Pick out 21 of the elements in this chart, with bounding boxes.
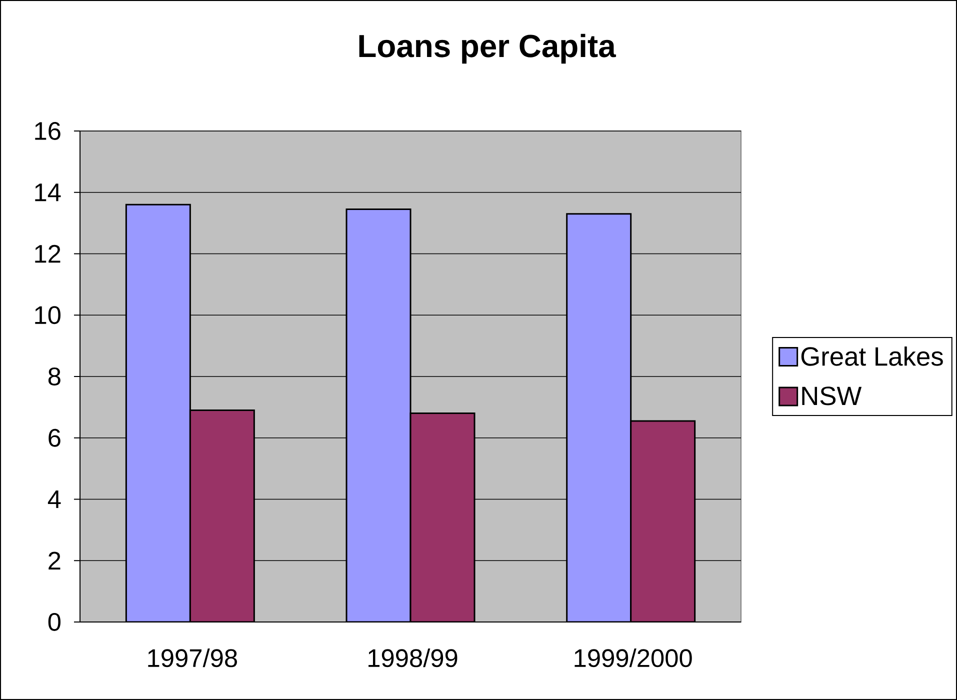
x-tick-label: 1998/99 [368,648,458,668]
x-tick-label: 1999/2000 [574,648,692,668]
bar [189,409,255,622]
y-tick-label: 16 [35,122,60,140]
bar [566,213,632,622]
legend-label: Great Lakes [801,346,943,366]
y-tick-label: 14 [35,184,61,202]
bar [125,204,191,622]
y-tick-label: 12 [35,244,60,263]
y-tick-label: 10 [35,306,60,324]
chart-title: Loans per Capita [359,34,616,64]
x-tick-label: 1997/98 [148,648,237,668]
bar [346,208,412,622]
y-tick-label: 6 [48,428,60,447]
bar [630,420,696,622]
legend-label: NSW [802,386,862,406]
y-tick-label: 0 [48,612,60,631]
bar [410,412,476,622]
y-tick-label: 4 [48,490,61,508]
y-tick-label: 8 [48,367,60,386]
y-tick-label: 2 [48,552,60,570]
